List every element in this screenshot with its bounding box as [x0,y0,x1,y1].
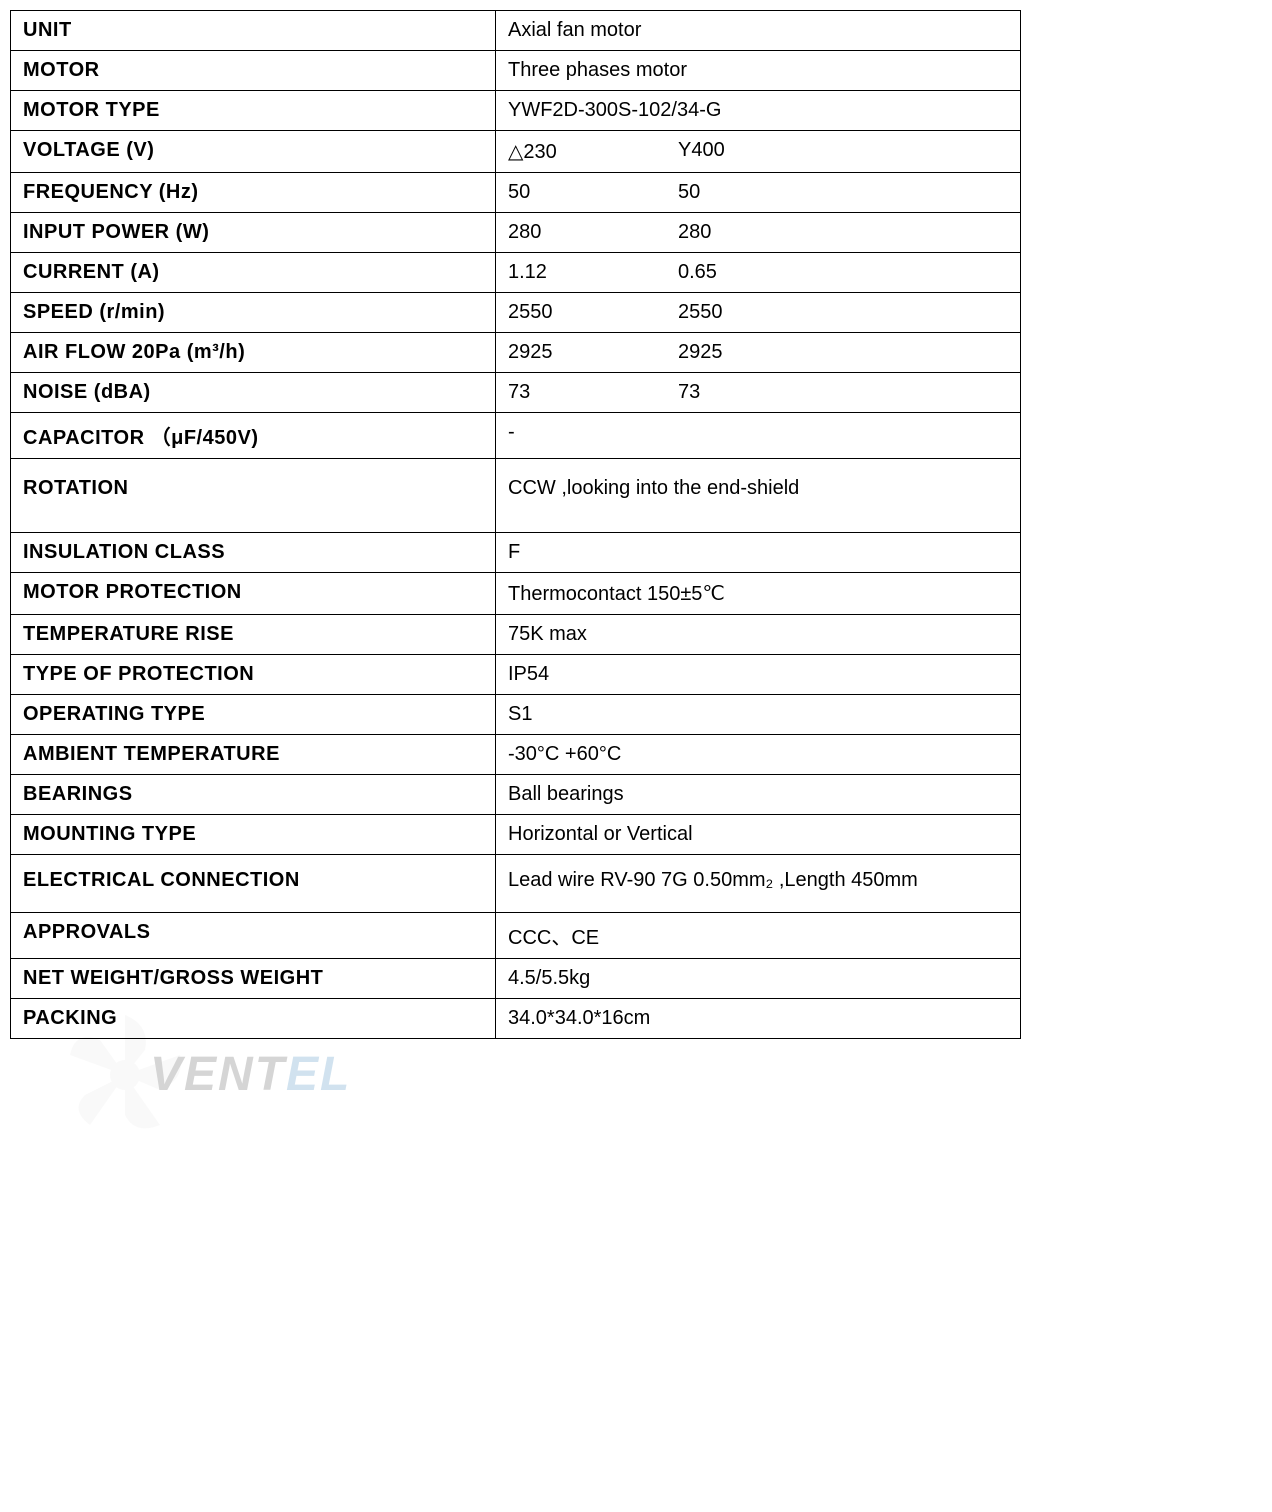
row-label: FREQUENCY (Hz) [11,173,496,213]
row-value: 280280 [496,213,1021,253]
row-value: CCC、CE [496,913,1021,959]
table-row: CAPACITOR （μF/450V) - [11,413,1021,459]
row-label: PACKING [11,999,496,1039]
row-value: △230Y400 [496,131,1021,173]
row-value: 7373 [496,373,1021,413]
row-value: 75K max [496,615,1021,655]
table-row: PACKING 34.0*34.0*16cm [11,999,1021,1039]
row-value: 5050 [496,173,1021,213]
row-label: INPUT POWER (W) [11,213,496,253]
row-label: ROTATION [11,459,496,533]
table-row: AMBIENT TEMPERATURE -30°C +60°C [11,735,1021,775]
table-row: INPUT POWER (W) 280280 [11,213,1021,253]
row-label: CURRENT (A) [11,253,496,293]
table-row: VOLTAGE (V) △230Y400 [11,131,1021,173]
row-label: SPEED (r/min) [11,293,496,333]
row-label: BEARINGS [11,775,496,815]
table-row: APPROVALS CCC、CE [11,913,1021,959]
row-value: YWF2D-300S-102/34-G [496,91,1021,131]
table-row: BEARINGS Ball bearings [11,775,1021,815]
table-row: TEMPERATURE RISE 75K max [11,615,1021,655]
row-value: Horizontal or Vertical [496,815,1021,855]
table-row: NOISE (dBA) 7373 [11,373,1021,413]
spec-table: UNIT Axial fan motor MOTOR Three phases … [10,10,1021,1039]
table-row: INSULATION CLASS F [11,533,1021,573]
row-value: Three phases motor [496,51,1021,91]
row-label: TYPE OF PROTECTION [11,655,496,695]
row-label: AMBIENT TEMPERATURE [11,735,496,775]
row-label: OPERATING TYPE [11,695,496,735]
row-value: 34.0*34.0*16cm [496,999,1021,1039]
row-label: NOISE (dBA) [11,373,496,413]
row-value: Thermocontact 150±5℃ [496,573,1021,615]
row-value: Axial fan motor [496,11,1021,51]
row-value: -30°C +60°C [496,735,1021,775]
table-row: MOUNTING TYPE Horizontal or Vertical [11,815,1021,855]
row-label: VOLTAGE (V) [11,131,496,173]
table-row: ELECTRICAL CONNECTION Lead wire RV-90 7G… [11,855,1021,913]
row-value: 1.120.65 [496,253,1021,293]
svg-text:VENTEL: VENTEL [150,1048,351,1101]
table-row: MOTOR PROTECTION Thermocontact 150±5℃ [11,573,1021,615]
row-label: MOTOR TYPE [11,91,496,131]
row-value: 4.5/5.5kg [496,959,1021,999]
row-label: APPROVALS [11,913,496,959]
row-label: MOUNTING TYPE [11,815,496,855]
table-row: MOTOR TYPE YWF2D-300S-102/34-G [11,91,1021,131]
table-row: UNIT Axial fan motor [11,11,1021,51]
row-value: F [496,533,1021,573]
row-value: 25502550 [496,293,1021,333]
row-value: 29252925 [496,333,1021,373]
row-label: MOTOR [11,51,496,91]
watermark-text-blue: EL [286,1048,351,1101]
row-label: NET WEIGHT/GROSS WEIGHT [11,959,496,999]
row-label: UNIT [11,11,496,51]
table-row: SPEED (r/min) 25502550 [11,293,1021,333]
row-value: CCW ,looking into the end-shield [496,459,1021,533]
table-row: ROTATION CCW ,looking into the end-shiel… [11,459,1021,533]
row-value: IP54 [496,655,1021,695]
table-row: FREQUENCY (Hz) 5050 [11,173,1021,213]
row-value: Lead wire RV-90 7G 0.50mm₂ ,Length 450mm [496,855,1021,913]
table-row: TYPE OF PROTECTION IP54 [11,655,1021,695]
row-value: Ball bearings [496,775,1021,815]
table-row: OPERATING TYPE S1 [11,695,1021,735]
row-value: - [496,413,1021,459]
table-row: NET WEIGHT/GROSS WEIGHT 4.5/5.5kg [11,959,1021,999]
table-row: CURRENT (A) 1.120.65 [11,253,1021,293]
row-label: AIR FLOW 20Pa (m³/h) [11,333,496,373]
row-label: MOTOR PROTECTION [11,573,496,615]
row-value: S1 [496,695,1021,735]
table-row: MOTOR Three phases motor [11,51,1021,91]
watermark-text-dark: VENT [150,1048,288,1101]
row-label: INSULATION CLASS [11,533,496,573]
table-row: AIR FLOW 20Pa (m³/h) 29252925 [11,333,1021,373]
row-label: ELECTRICAL CONNECTION [11,855,496,913]
row-label: CAPACITOR （μF/450V) [11,413,496,459]
row-label: TEMPERATURE RISE [11,615,496,655]
